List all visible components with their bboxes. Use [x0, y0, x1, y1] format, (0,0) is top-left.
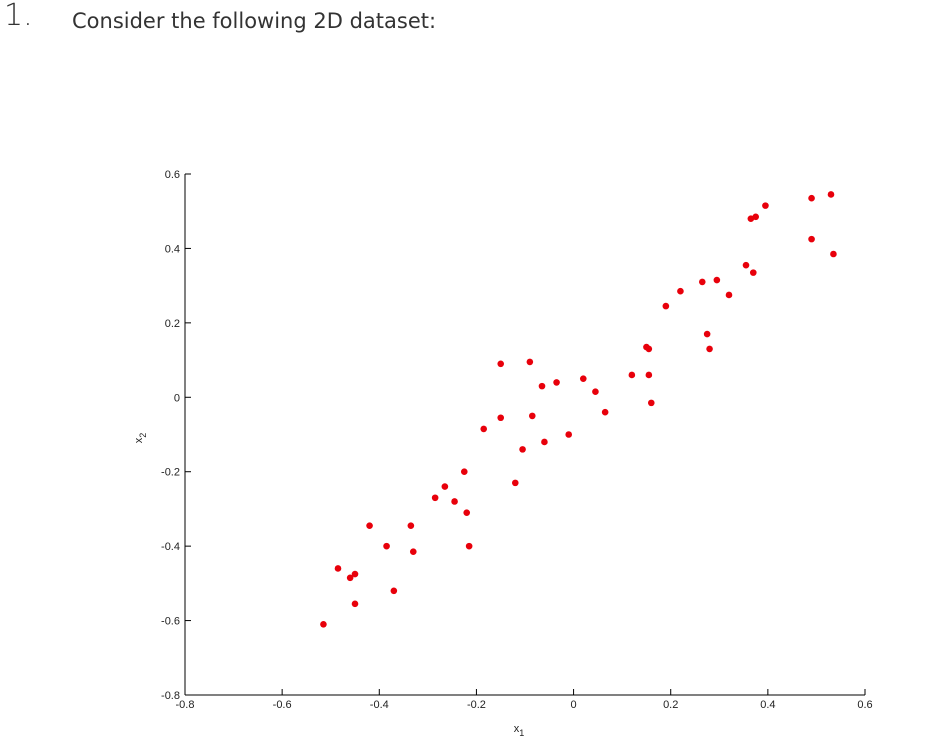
y-axis-label-sub: 2 [138, 433, 148, 438]
data-point [465, 542, 473, 550]
x-ticks: -0.8 -0.6 -0.4 -0.2 0 0.2 0.4 0.6 [176, 689, 873, 711]
data-point [762, 202, 769, 209]
data-point [706, 345, 713, 353]
data-point [645, 371, 653, 379]
data-point [742, 261, 750, 269]
x-tick-label: -0.2 [467, 699, 486, 711]
data-point [713, 276, 721, 284]
x-tick-label: -0.6 [273, 699, 292, 711]
x-axis-label-main: x [514, 723, 520, 735]
data-point [451, 498, 458, 505]
y-tick-label: -0.6 [161, 616, 180, 628]
data-point [808, 235, 815, 243]
x-tick-label: 0 [571, 699, 577, 711]
data-point [480, 425, 488, 433]
data-point [553, 379, 560, 386]
data-point [407, 522, 415, 529]
data-point [383, 542, 390, 550]
data-point [409, 548, 417, 556]
y-axis-label: x2 [133, 433, 148, 444]
y-tick-label: 0.6 [165, 169, 180, 181]
data-point [460, 468, 468, 476]
y-tick-label: -0.2 [161, 467, 180, 479]
y-tick-label: 0.2 [165, 318, 180, 330]
y-axis-label-main: x [133, 437, 145, 443]
data-point [677, 287, 684, 295]
x-tick-label: 0.2 [663, 699, 678, 711]
axes [184, 174, 865, 696]
data-point [497, 360, 505, 368]
data-point [346, 574, 354, 582]
data-point [662, 302, 670, 310]
data-point [827, 191, 835, 198]
data-points [320, 191, 837, 628]
question-text: Consider the following 2D dataset: [72, 9, 437, 33]
data-point [334, 565, 342, 572]
question-number: 1. [4, 0, 33, 33]
data-point [749, 269, 757, 276]
data-point [526, 358, 534, 366]
data-point [497, 414, 505, 422]
x-axis-label-sub: 1 [519, 728, 524, 738]
x-axis-label: x1 [514, 723, 525, 738]
y-tick-label: -0.8 [161, 690, 180, 702]
y-tick-label: 0 [174, 392, 180, 404]
data-point [351, 600, 359, 608]
data-point [390, 587, 398, 595]
data-point [579, 375, 587, 382]
y-ticks: -0.8 -0.6 -0.4 -0.2 0 0.2 0.4 0.6 [161, 169, 191, 702]
data-point [538, 382, 546, 390]
data-point [592, 388, 599, 396]
data-point [351, 570, 359, 578]
data-point [703, 330, 711, 338]
data-point [366, 522, 373, 529]
x-tick-label: -0.4 [370, 699, 389, 711]
data-point [628, 371, 636, 379]
data-point [528, 412, 536, 420]
data-point [752, 213, 760, 221]
x-tick-label: -0.8 [176, 699, 195, 711]
data-point [320, 620, 327, 628]
data-point [519, 446, 526, 453]
data-point [830, 250, 837, 258]
y-tick-label: 0.4 [165, 243, 180, 255]
data-point [441, 483, 449, 490]
y-tick-label: -0.4 [161, 541, 180, 553]
data-point [511, 479, 519, 487]
data-point [725, 291, 733, 299]
data-point [808, 194, 815, 202]
data-point [647, 399, 655, 407]
data-point [601, 408, 609, 416]
data-point [463, 509, 471, 516]
data-point [698, 278, 706, 286]
data-point [431, 494, 439, 502]
x-tick-label: 0.4 [760, 699, 775, 711]
data-point [565, 431, 573, 438]
data-point [541, 438, 548, 446]
x-tick-label: 0.6 [857, 699, 872, 711]
data-point [645, 345, 653, 353]
